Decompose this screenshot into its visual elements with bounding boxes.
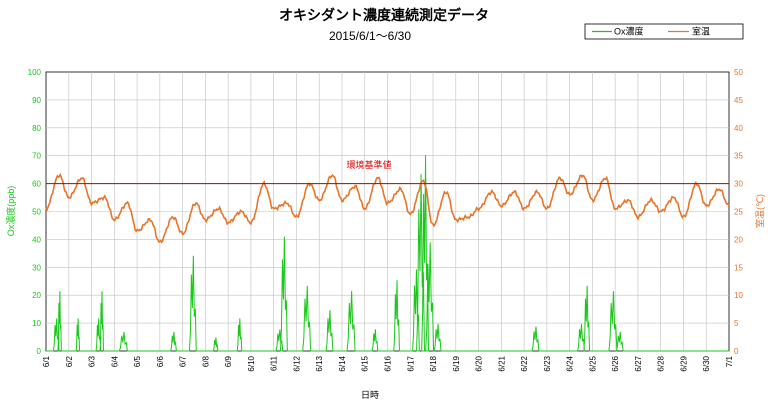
x-axis-title: 日時 [361,390,379,400]
x-tick-label: 6/2 [65,355,74,367]
y-axis-right: 0 5 10 15 20 25 30 35 40 45 50 [734,68,743,356]
x-tick-label: 6/5 [133,355,142,367]
chart-title: オキシダント濃度連続測定データ [279,7,489,23]
series-room-temperature [45,172,730,244]
legend-box [584,23,744,40]
ox-line [46,155,729,352]
y-tick-label-left: 80 [32,124,41,133]
x-tick-label: 7/1 [725,355,734,367]
y-tick-label-left: 0 [37,347,42,356]
y-axis-right-title: 室温(℃) [754,194,765,228]
y-tick-label-left: 90 [32,96,41,105]
y-tick-label-right: 0 [734,347,739,356]
x-tick-label: 6/14 [338,355,347,371]
x-tick-label: 6/27 [634,355,643,371]
reference-line-label: 環境基準値 [346,159,391,170]
x-tick-label: 6/3 [88,355,97,367]
legend-label-temp: 室温 [692,26,710,37]
y-tick-label-right: 30 [734,180,743,189]
x-tick-label: 6/29 [679,355,688,371]
x-tick-label: 6/10 [247,355,256,371]
y-tick-label-right: 10 [734,291,743,300]
x-tick-label: 6/28 [657,355,666,371]
x-tick-label: 6/4 [110,355,119,367]
gridlines [46,72,729,351]
x-tick-label: 6/11 [270,355,279,371]
y-tick-label-left: 40 [32,235,41,244]
x-tick-label: 6/19 [452,355,461,371]
y-tick-label-left: 30 [32,263,41,272]
x-tick-label: 6/9 [224,355,233,367]
y-tick-label-right: 45 [734,96,743,105]
x-tick-label: 6/6 [156,355,165,367]
y-tick-label-right: 20 [734,235,743,244]
x-tick-label: 6/24 [566,355,575,371]
x-tick-label: 6/8 [201,355,210,367]
series-ox-concentration [46,155,729,352]
y-tick-label-right: 25 [734,208,743,217]
x-tick-label: 6/30 [702,355,711,371]
x-tick-label: 6/25 [588,355,597,371]
x-tick-label: 6/18 [429,355,438,371]
y-axis-left: 0 10 20 30 40 50 60 70 80 90 100 [28,68,42,356]
x-tick-label: 6/17 [406,355,415,371]
x-tick-label: 6/23 [543,355,552,371]
y-tick-label-right: 5 [734,319,739,328]
y-tick-label-left: 100 [28,68,42,77]
x-tick-label: 6/20 [475,355,484,371]
legend: Ox濃度 室温 [584,23,744,40]
y-axis-left-title: Ox濃度(ppb) [5,186,16,237]
plot-area: 0 10 20 30 40 50 60 70 80 90 100 0 5 10 15 20 25 30 35 40 4… [28,68,744,372]
x-tick-label: 6/15 [361,355,370,371]
x-tick-label: 6/21 [497,355,506,371]
chart-subtitle: 2015/6/1～6/30 [329,29,411,43]
x-tick-label: 6/1 [42,355,51,367]
x-axis: 6/1 6/2 6/3 6/4 6/5 6/6 6/7 6/8 6/9 6/10 6/11 6/12 6… [42,355,734,371]
y-tick-label-left: 20 [32,291,41,300]
temperature-line [45,172,730,244]
x-tick-label: 6/22 [520,355,529,371]
x-tick-label: 6/12 [292,355,301,371]
y-tick-label-left: 10 [32,319,41,328]
x-tick-label: 6/13 [315,355,324,371]
legend-label-ox: Ox濃度 [614,26,644,37]
x-tick-label: 6/7 [179,355,188,367]
y-tick-label-left: 50 [32,208,41,217]
y-tick-label-left: 60 [32,180,41,189]
y-tick-label-right: 40 [734,124,743,133]
x-tick-label: 6/16 [384,355,393,371]
x-tick-label: 6/26 [611,355,620,371]
y-tick-label-right: 35 [734,152,743,161]
y-tick-label-right: 50 [734,68,743,77]
y-tick-label-left: 70 [32,152,41,161]
y-tick-label-right: 15 [734,263,743,272]
